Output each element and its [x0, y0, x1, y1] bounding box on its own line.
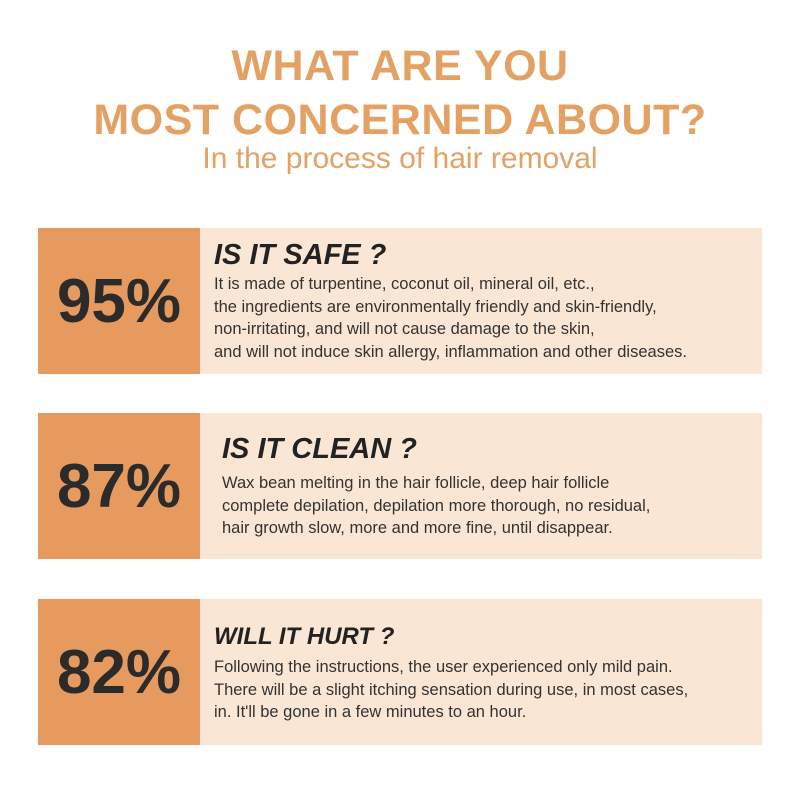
card-description: Wax bean melting in the hair follicle, d…	[222, 472, 767, 540]
description-line: in. It'll be gone in a few minutes to an…	[214, 703, 527, 721]
description-line: Following the instructions, the user exp…	[214, 658, 673, 676]
percent-value: 87%	[56, 451, 182, 521]
title-line-1: WHAT ARE YOU	[231, 42, 569, 90]
description-line: the ingredients are environmentally frie…	[214, 297, 657, 316]
percent-box: 95%	[38, 228, 200, 374]
concern-card-safe: 95% IS IT SAFE ? It is made of turpentin…	[38, 228, 762, 374]
description-line: and will not induce skin allergy, inflam…	[214, 342, 687, 361]
description-line: complete depilation, depilation more tho…	[222, 496, 651, 515]
description-line: Wax bean melting in the hair follicle, d…	[222, 474, 610, 492]
card-title: IS IT CLEAN ?	[222, 433, 417, 465]
description-line: There will be a slight itching sensation…	[214, 680, 689, 699]
concern-card-clean: 87% IS IT CLEAN ? Wax bean melting in th…	[38, 413, 762, 559]
concern-card-hurt: 82% WILL IT HURT ? Following the instruc…	[38, 599, 762, 745]
title-line-2: MOST CONCERNED ABOUT?	[93, 96, 707, 144]
description-line: It is made of turpentine, coconut oil, m…	[214, 275, 595, 293]
percent-box: 87%	[38, 413, 200, 559]
percent-value: 82%	[56, 637, 182, 707]
card-description: Following the instructions, the user exp…	[214, 656, 759, 724]
card-title: WILL IT HURT ?	[214, 623, 395, 650]
card-description: It is made of turpentine, coconut oil, m…	[214, 273, 759, 363]
description-line: non-irritating, and will not cause damag…	[214, 320, 595, 338]
subtitle: In the process of hair removal	[202, 142, 598, 175]
percent-value: 95%	[56, 266, 182, 336]
percent-box: 82%	[38, 599, 200, 745]
card-title: IS IT SAFE ?	[214, 239, 387, 271]
description-line: hair growth slow, more and more fine, un…	[222, 519, 613, 537]
